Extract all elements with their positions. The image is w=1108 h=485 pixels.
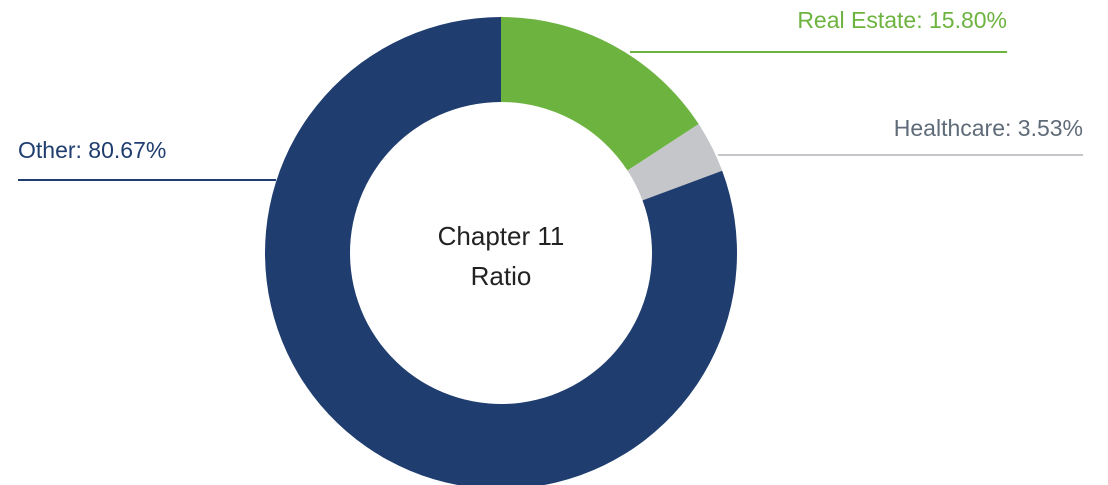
- slice-label: Real Estate: 15.80%: [797, 7, 1007, 33]
- slice-label: Healthcare: 3.53%: [894, 115, 1083, 141]
- slice-label: Other: 80.67%: [18, 137, 166, 163]
- donut-slice: [265, 17, 737, 485]
- center-text: Ratio: [471, 261, 532, 291]
- center-text: Chapter 11: [438, 221, 565, 251]
- donut-slice: [627, 124, 723, 201]
- donut-slice: [501, 17, 699, 171]
